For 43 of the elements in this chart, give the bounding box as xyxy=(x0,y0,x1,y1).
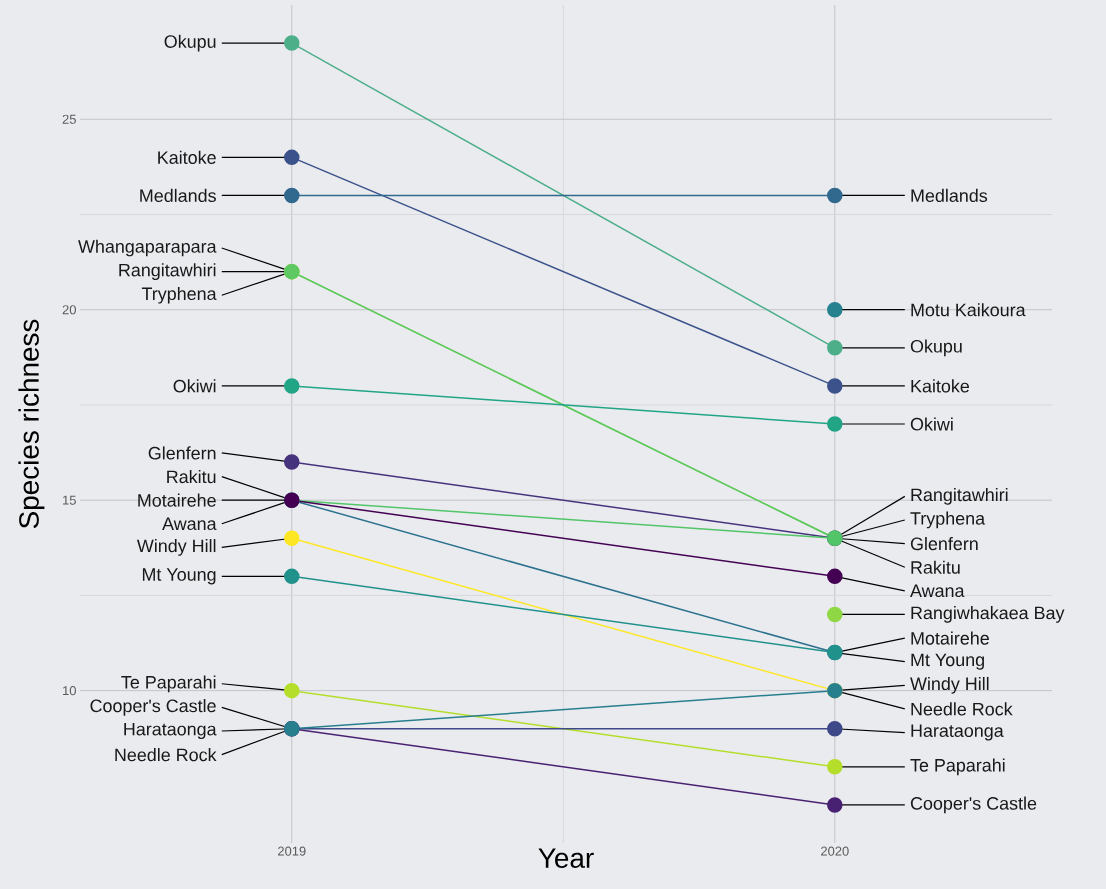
text: Cooper's Castle xyxy=(90,699,216,716)
text: Motairehe xyxy=(911,631,989,645)
text: Okiwi xyxy=(910,417,953,431)
text: Needle Rock xyxy=(911,702,1013,716)
text: Medlands xyxy=(140,188,216,203)
y-tick-label: 20 xyxy=(62,305,76,315)
text: Harataonga xyxy=(124,722,217,740)
text: Okupu xyxy=(164,34,216,52)
text: Motu Kaikoura xyxy=(911,303,1026,317)
text: Mt Young xyxy=(911,653,984,670)
text: Windy Hill xyxy=(136,539,216,556)
text: Kaitoke xyxy=(158,150,216,164)
text: Rangiwhakaea Bay xyxy=(911,606,1065,623)
text: Okiwi xyxy=(173,379,216,393)
text: Rakitu xyxy=(911,560,960,574)
text: Rakitu xyxy=(167,469,216,484)
text: Okupu xyxy=(910,339,962,357)
y-tick-label: 10 xyxy=(63,686,76,696)
text: Mt Young xyxy=(142,568,216,585)
text: Motairehe xyxy=(138,493,216,507)
text: Tryphena xyxy=(910,511,986,529)
text: Cooper's Castle xyxy=(910,796,1037,814)
text: Te Paparahi xyxy=(121,675,216,693)
x-axis-title: Year xyxy=(538,848,594,868)
y-tick-label: 25 xyxy=(62,114,76,124)
text: Needle Rock xyxy=(115,748,217,762)
text: Kaitoke xyxy=(911,379,970,393)
text: Glenfern xyxy=(148,446,216,460)
text: Te Paparahi xyxy=(910,758,1005,776)
text: Harataonga xyxy=(911,724,1004,741)
text: Windy Hill xyxy=(910,676,989,694)
text: Rangitawhiri xyxy=(119,263,216,280)
y-axis-title: Species richness xyxy=(18,319,45,529)
y-tick-label: 15 xyxy=(63,495,76,505)
text: Glenfern xyxy=(910,537,978,551)
x-tick-label: 2020 xyxy=(821,846,849,856)
text: Rangitawhiri xyxy=(911,488,1008,505)
text: Whangaparapara xyxy=(78,239,217,257)
text: Tryphena xyxy=(141,286,217,304)
text: Awana xyxy=(162,517,217,531)
text: Medlands xyxy=(911,188,988,203)
x-tick-label: 2019 xyxy=(278,846,306,856)
text: Awana xyxy=(910,584,965,598)
